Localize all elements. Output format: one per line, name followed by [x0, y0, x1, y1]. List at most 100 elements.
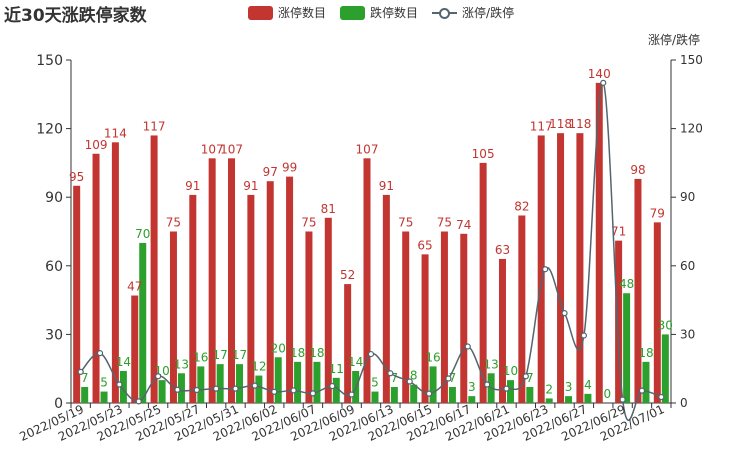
- bar-up: [286, 176, 294, 403]
- bar-up: [653, 222, 661, 403]
- bar-up-label: 75: [301, 216, 316, 230]
- bar-up-label: 79: [650, 206, 665, 220]
- bar-up: [266, 181, 274, 403]
- ratio-point: [600, 79, 607, 86]
- legend-item-ratio[interactable]: 涨停/跌停: [432, 4, 514, 21]
- bar-down-label: 0: [603, 387, 611, 401]
- bar-up: [169, 231, 177, 403]
- bar-down-label: 17: [232, 348, 247, 362]
- bar-down: [506, 380, 514, 403]
- bar-up-label: 107: [356, 142, 379, 156]
- bar-up-label: 91: [379, 179, 394, 193]
- bar-down: [119, 370, 127, 403]
- bar-up: [92, 153, 100, 403]
- ratio-point: [367, 350, 375, 358]
- bar-up-label: 117: [143, 119, 166, 133]
- bar-down: [584, 393, 592, 403]
- y-left-tick-label: 0: [54, 396, 63, 412]
- bar-up-label: 107: [201, 142, 224, 156]
- ratio-point: [251, 382, 258, 389]
- bar-up-label: 63: [495, 243, 510, 257]
- bar-down: [642, 361, 650, 403]
- bar-up-label: 91: [243, 179, 258, 193]
- bar-down: [177, 373, 185, 403]
- bar-up-label: 74: [456, 218, 471, 232]
- bar-up-label: 52: [340, 268, 355, 282]
- legend-label-down: 跌停数目: [370, 6, 419, 20]
- bar-up: [537, 135, 545, 403]
- bar-up: [479, 162, 487, 403]
- legend-swatch-down: [340, 5, 366, 20]
- bar-down-label: 7: [449, 371, 457, 385]
- bar-up-label: 98: [630, 163, 645, 177]
- bar-up-label: 99: [282, 161, 297, 175]
- legend-line-ratio: [432, 6, 458, 20]
- bar-down-label: 13: [483, 357, 498, 371]
- ratio-point: [638, 387, 646, 394]
- bar-down: [139, 242, 147, 403]
- bar-up-label: 114: [104, 126, 127, 140]
- y-left-tick-label: 90: [45, 190, 63, 206]
- bar-up: [595, 82, 603, 403]
- bar-down-label: 70: [135, 227, 150, 241]
- bar-down: [371, 391, 379, 403]
- legend-label-ratio: 涨停/跌停: [462, 6, 515, 20]
- bar-up: [363, 158, 371, 403]
- bar-down-label: 2: [545, 382, 553, 396]
- bar-down-label: 20: [271, 341, 286, 355]
- bar-down: [429, 366, 437, 403]
- bar-down-label: 4: [584, 378, 592, 392]
- y-right-tick-label: 30: [680, 327, 695, 341]
- bar-down-label: 11: [329, 362, 344, 376]
- bar-down-label: 14: [116, 355, 131, 369]
- bar-down: [545, 398, 553, 403]
- bar-up: [111, 142, 119, 403]
- bar-up: [131, 295, 139, 403]
- bar-up-label: 97: [263, 165, 278, 179]
- ratio-point: [561, 310, 568, 317]
- bar-down: [468, 396, 476, 403]
- bar-down-label: 7: [81, 371, 89, 385]
- ratio-point: [213, 385, 220, 392]
- bar-down: [100, 391, 108, 403]
- bar-up-label: 118: [568, 117, 591, 131]
- bar-up-label: 95: [69, 170, 84, 184]
- legend-swatch-up: [248, 5, 273, 20]
- bar-down-label: 14: [348, 355, 363, 369]
- bar-up-label: 109: [85, 138, 108, 152]
- ratio-point: [193, 386, 200, 394]
- legend-item-down[interactable]: 跌停数目: [340, 4, 418, 21]
- bar-up: [382, 194, 390, 403]
- bar-down: [294, 361, 302, 403]
- bar-up-label: 117: [530, 119, 553, 133]
- y-right-tick-label: 0: [680, 396, 688, 410]
- y-right-tick-label: 60: [680, 259, 695, 273]
- bar-down-label: 30: [658, 318, 673, 332]
- ratio-point: [387, 370, 394, 377]
- ratio-point: [271, 388, 278, 395]
- bar-up-label: 81: [321, 202, 336, 216]
- y-right-tick-label: 120: [680, 122, 703, 136]
- bar-up: [73, 185, 81, 403]
- bar-up-label: 71: [611, 225, 626, 239]
- ratio-point: [77, 368, 84, 376]
- y-left-tick-label: 150: [36, 53, 63, 69]
- bar-down-label: 18: [638, 346, 653, 360]
- bar-down-label: 17: [213, 348, 228, 362]
- ratio-point: [619, 396, 626, 403]
- ratio-point: [174, 386, 181, 393]
- bar-up: [228, 158, 236, 403]
- bar-up: [247, 194, 255, 403]
- bar-down: [332, 377, 340, 403]
- bar-down: [197, 366, 205, 403]
- bar-up-label: 82: [514, 199, 529, 213]
- bar-down: [158, 380, 166, 403]
- bar-down-label: 48: [619, 277, 634, 291]
- legend-item-up[interactable]: 涨停数目: [248, 4, 326, 21]
- ratio-line: [80, 82, 662, 421]
- bar-up: [557, 133, 565, 403]
- bar-up: [518, 215, 526, 403]
- right-axis-name: 涨停/跌停: [647, 33, 700, 47]
- bar-up: [440, 231, 448, 403]
- bar-down-label: 13: [174, 357, 189, 371]
